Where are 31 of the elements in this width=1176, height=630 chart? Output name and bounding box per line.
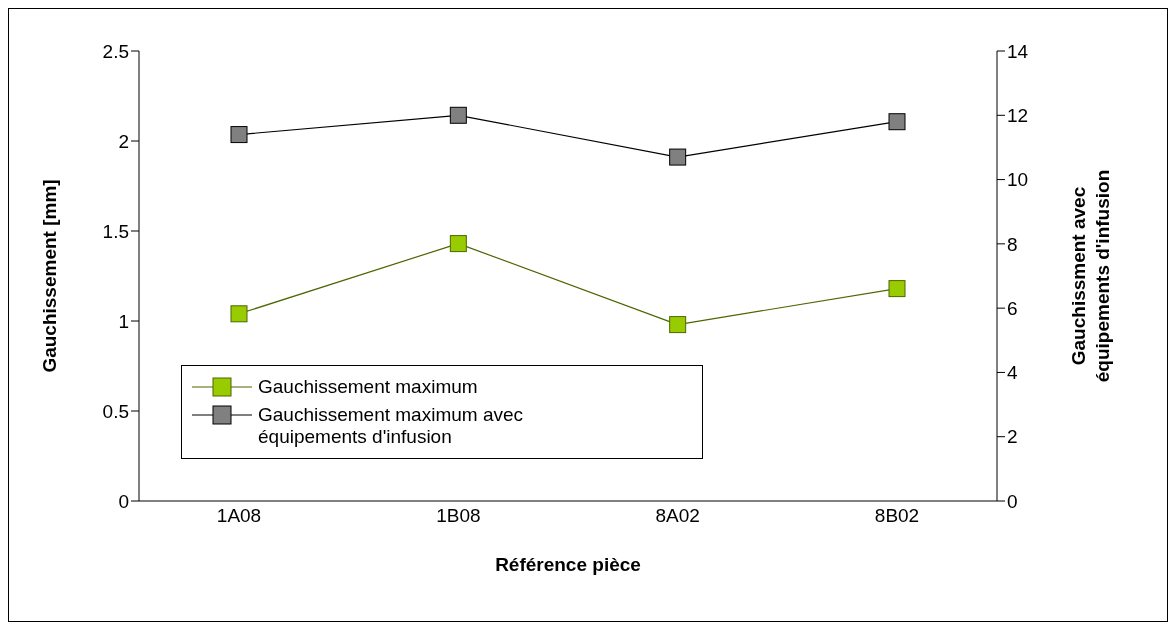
point	[888, 280, 906, 298]
legend-label: Gauchissement maximum	[258, 376, 478, 398]
y2-tick-label: 4	[1007, 362, 1018, 384]
y-tick-label: 0.5	[102, 400, 129, 422]
y-tick-label: 2.5	[102, 40, 129, 62]
y-tick-label: 1.5	[102, 220, 129, 242]
point	[449, 235, 467, 253]
x-axis-title: Référence pièce	[495, 554, 641, 575]
point	[230, 305, 248, 323]
legend-label: Gauchissement maximum avec équipements d'infusion	[258, 404, 525, 448]
y-axis-title: Gauchissement [mm]	[38, 179, 60, 373]
point	[230, 126, 248, 144]
y-tick-label: 0	[118, 490, 129, 512]
point	[888, 113, 906, 131]
y2-tick-label: 8	[1007, 233, 1018, 255]
point	[669, 316, 687, 334]
point	[669, 148, 687, 166]
x-tick-label: 8B02	[874, 505, 920, 527]
y-tick-label: 1	[118, 310, 129, 332]
point	[449, 106, 467, 124]
y2-tick-label: 2	[1007, 426, 1018, 448]
x-tick-label: 1B08	[436, 505, 481, 527]
y2-tick-label: 0	[1007, 490, 1018, 512]
y2-tick-label: 12	[1007, 105, 1029, 127]
y-tick-label: 2	[118, 130, 129, 152]
x-tick-label: 8A02	[655, 505, 700, 527]
y2-tick-label: 10	[1007, 169, 1029, 191]
y2-tick-label: 14	[1007, 40, 1029, 62]
y2-axis-title: Gauchissment avec équipements d'infusion	[1068, 169, 1113, 383]
y2-tick-label: 6	[1007, 297, 1018, 319]
x-tick-label: 1A08	[216, 505, 262, 527]
